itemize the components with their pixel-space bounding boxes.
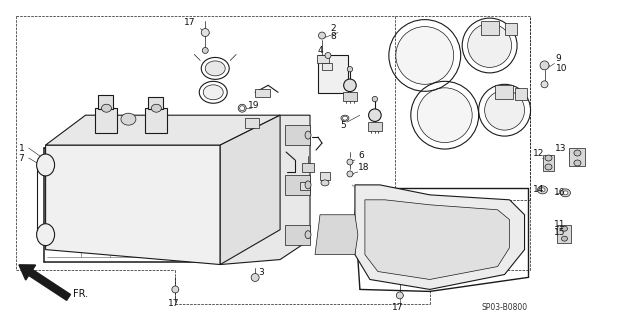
Text: 17: 17: [184, 18, 195, 27]
Ellipse shape: [239, 106, 244, 111]
Text: 4: 4: [318, 46, 324, 55]
Ellipse shape: [305, 131, 311, 139]
Ellipse shape: [545, 155, 552, 161]
Ellipse shape: [325, 52, 331, 58]
Ellipse shape: [417, 88, 472, 143]
Bar: [570, 148, 586, 166]
Bar: [99, 95, 113, 109]
Ellipse shape: [484, 90, 525, 130]
Ellipse shape: [347, 171, 353, 177]
Bar: [322, 63, 332, 70]
Bar: [317, 56, 329, 63]
Bar: [255, 89, 270, 97]
Polygon shape: [45, 145, 220, 264]
Ellipse shape: [538, 186, 547, 194]
Text: 16: 16: [554, 188, 565, 197]
FancyArrow shape: [19, 265, 70, 300]
Polygon shape: [315, 215, 358, 255]
Ellipse shape: [347, 159, 353, 165]
Bar: [285, 125, 310, 145]
Text: 9: 9: [556, 54, 561, 63]
Bar: [285, 175, 310, 195]
Bar: [515, 88, 527, 100]
Bar: [318, 56, 348, 93]
Ellipse shape: [561, 236, 568, 241]
Ellipse shape: [541, 81, 548, 88]
Polygon shape: [220, 115, 310, 264]
Bar: [300, 182, 310, 190]
Ellipse shape: [305, 231, 311, 239]
Polygon shape: [45, 115, 280, 145]
Ellipse shape: [36, 224, 54, 246]
Ellipse shape: [348, 66, 353, 72]
Ellipse shape: [540, 61, 549, 70]
Ellipse shape: [468, 24, 511, 67]
Bar: [495, 85, 513, 99]
Text: 11: 11: [554, 220, 565, 229]
Polygon shape: [365, 200, 509, 279]
Bar: [145, 108, 167, 133]
Text: 7: 7: [19, 153, 24, 162]
Ellipse shape: [561, 226, 568, 231]
Ellipse shape: [396, 292, 403, 299]
Ellipse shape: [238, 104, 246, 112]
Text: 12: 12: [532, 149, 544, 158]
Ellipse shape: [152, 104, 161, 112]
Ellipse shape: [574, 150, 581, 156]
Ellipse shape: [369, 109, 381, 122]
Ellipse shape: [545, 164, 552, 170]
Text: 15: 15: [554, 228, 565, 237]
Text: FR.: FR.: [72, 289, 88, 300]
Ellipse shape: [319, 32, 326, 39]
Ellipse shape: [321, 180, 329, 186]
Text: 17: 17: [168, 299, 179, 308]
Bar: [481, 21, 499, 34]
Ellipse shape: [204, 85, 223, 100]
Ellipse shape: [341, 115, 349, 121]
Bar: [343, 93, 357, 101]
Ellipse shape: [540, 188, 545, 192]
Text: 19: 19: [248, 101, 260, 110]
Ellipse shape: [305, 181, 311, 189]
Bar: [148, 97, 163, 109]
Ellipse shape: [201, 29, 209, 37]
Polygon shape: [220, 115, 280, 264]
Text: 6: 6: [358, 151, 364, 160]
Ellipse shape: [396, 26, 454, 84]
Ellipse shape: [202, 48, 208, 54]
Ellipse shape: [205, 61, 225, 76]
Bar: [320, 172, 330, 180]
Ellipse shape: [121, 113, 136, 125]
Text: 8: 8: [330, 32, 336, 41]
Text: 17: 17: [392, 303, 404, 312]
Ellipse shape: [561, 189, 570, 197]
Ellipse shape: [563, 191, 568, 195]
Ellipse shape: [342, 116, 348, 120]
Ellipse shape: [372, 96, 378, 102]
Text: 3: 3: [258, 268, 264, 277]
Text: 13: 13: [554, 144, 566, 152]
Ellipse shape: [344, 79, 356, 92]
Ellipse shape: [574, 160, 581, 166]
Bar: [245, 118, 259, 128]
Text: 10: 10: [556, 64, 567, 73]
Ellipse shape: [36, 154, 54, 176]
Ellipse shape: [172, 286, 179, 293]
Text: SP03-B0800: SP03-B0800: [481, 303, 527, 312]
Bar: [504, 23, 516, 34]
Bar: [302, 163, 314, 172]
Bar: [557, 225, 572, 243]
Bar: [285, 225, 310, 245]
Text: 18: 18: [358, 163, 369, 173]
Ellipse shape: [102, 104, 111, 112]
Text: 1: 1: [19, 144, 24, 152]
Bar: [368, 122, 382, 131]
Text: 5: 5: [340, 121, 346, 130]
Text: 2: 2: [330, 24, 335, 33]
Bar: [95, 108, 118, 133]
Text: 14: 14: [532, 185, 544, 194]
Polygon shape: [355, 185, 525, 289]
Bar: [543, 155, 554, 171]
Ellipse shape: [251, 273, 259, 281]
